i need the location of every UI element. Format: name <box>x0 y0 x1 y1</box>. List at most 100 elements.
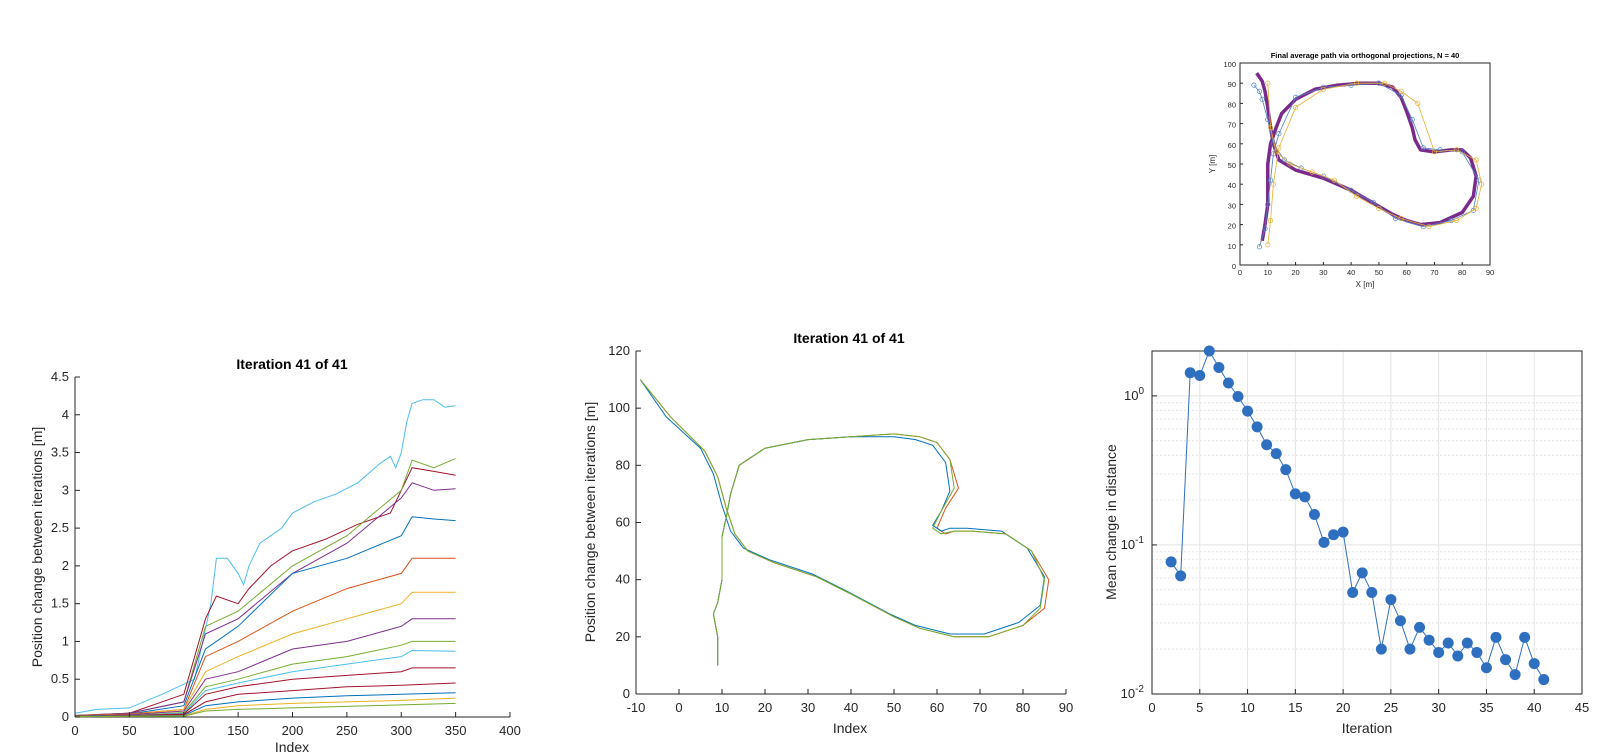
top-x-tick-label: 30 <box>1319 268 1327 277</box>
right-series-layer <box>1165 345 1550 686</box>
right-x-tick-label: 45 <box>1575 700 1589 715</box>
top-sample-point <box>1320 173 1326 179</box>
middle-y-tick-label: 20 <box>616 629 630 644</box>
top-sample-point <box>1454 218 1460 224</box>
right-data-point <box>1423 634 1435 646</box>
top-sample-point <box>1354 80 1360 86</box>
right-y-tick-label: 100 <box>1124 386 1144 403</box>
chart-left-position-change: 0 50 100 150 200 250 300 350 400 0 0.5 1 1.5 2 2.5 3 3.… <box>29 356 521 754</box>
top-x-tick-label: 90 <box>1486 268 1494 277</box>
middle-x-label: Index <box>833 720 867 736</box>
left-y-tick-label: 1 <box>62 633 69 648</box>
top-sample-point <box>1448 218 1454 224</box>
right-data-point <box>1184 367 1196 379</box>
top-sample-point <box>1320 86 1326 92</box>
top-sample-point <box>1381 80 1387 86</box>
right-data-point <box>1375 643 1387 655</box>
top-sample-point <box>1259 96 1265 102</box>
left-series-line <box>74 702 456 718</box>
left-x-label: Index <box>275 739 309 754</box>
top-sample-point <box>1265 201 1271 207</box>
right-data-point <box>1308 509 1320 521</box>
top-sample-point <box>1431 149 1437 155</box>
right-data-point <box>1318 536 1330 548</box>
right-data-point <box>1528 658 1540 670</box>
middle-series-line <box>639 379 1045 666</box>
right-data-point <box>1385 594 1397 606</box>
right-x-tick-label: 0 <box>1148 700 1155 715</box>
middle-y-tick-label: 40 <box>616 572 630 587</box>
top-y-tick-label: 100 <box>1223 60 1236 69</box>
right-x-tick-label: 5 <box>1196 700 1203 715</box>
top-y-tick-label: 80 <box>1228 100 1236 109</box>
left-x-tick-label: 100 <box>173 723 195 738</box>
middle-x-tick-label: 20 <box>758 700 772 715</box>
top-sample-point <box>1287 161 1293 167</box>
left-series-line <box>74 557 456 716</box>
middle-series-line <box>639 379 1050 666</box>
right-data-point <box>1232 391 1244 403</box>
top-x-tick-label: 50 <box>1375 268 1383 277</box>
top-sample-point <box>1426 224 1432 230</box>
middle-series-layer <box>639 379 1050 666</box>
top-y-label: Y [m] <box>1208 155 1217 174</box>
top-sample-point <box>1256 88 1262 94</box>
chart-right-mean-change: 0 5 10 15 20 25 30 35 40 45 10-2 10-1 100 Iteration… <box>1103 345 1589 736</box>
top-y-tick-label: 0 <box>1232 262 1236 271</box>
right-x-ticks: 0 5 10 15 20 25 30 35 40 45 <box>1148 689 1589 715</box>
right-series-line <box>1170 349 1545 680</box>
middle-x-tick-label: 90 <box>1059 700 1073 715</box>
top-sample-point <box>1331 177 1337 183</box>
top-x-tick-label: 0 <box>1238 268 1242 277</box>
middle-series-line <box>639 379 1045 666</box>
top-sample-point <box>1273 149 1279 155</box>
left-series-line <box>74 682 456 717</box>
top-x-tick-label: 60 <box>1402 268 1410 277</box>
top-sample-point <box>1268 177 1274 183</box>
right-data-point <box>1270 448 1282 460</box>
right-data-point <box>1414 621 1426 633</box>
right-data-point <box>1452 650 1464 662</box>
right-data-point <box>1261 439 1273 451</box>
right-data-point <box>1194 369 1206 381</box>
right-data-point <box>1242 405 1254 417</box>
right-y-label: Mean change in distance <box>1103 444 1119 600</box>
right-data-point <box>1480 662 1492 674</box>
middle-y-tick-label: 0 <box>623 686 630 701</box>
middle-y-label: Position change between iterations [m] <box>582 402 598 642</box>
top-sample-point <box>1348 82 1354 88</box>
right-data-point <box>1366 586 1378 598</box>
middle-x-tick-label: 70 <box>973 700 987 715</box>
left-x-tick-label: 150 <box>227 723 249 738</box>
right-data-point <box>1461 637 1473 649</box>
top-x-tick-label: 40 <box>1347 268 1355 277</box>
left-series-line <box>74 399 456 714</box>
right-x-tick-label: 25 <box>1384 700 1398 715</box>
middle-x-tick-label: 80 <box>1016 700 1030 715</box>
top-series-layer <box>1251 72 1485 250</box>
left-y-tick-label: 2.5 <box>51 520 69 535</box>
top-y-ticks: 0 10 20 30 40 50 60 70 80 90 100 <box>1223 60 1243 271</box>
left-x-tick-label: 350 <box>445 723 467 738</box>
top-sample-point <box>1479 181 1485 187</box>
top-y-tick-label: 50 <box>1228 161 1236 170</box>
top-sample-point <box>1262 226 1268 232</box>
top-sample-point <box>1415 100 1421 106</box>
middle-x-tick-label: 40 <box>844 700 858 715</box>
top-sample-point <box>1370 199 1376 205</box>
left-series-line <box>74 467 456 716</box>
left-y-ticks: 0 0.5 1 1.5 2 2.5 3 3.5 4 4.5 <box>51 369 80 724</box>
top-sample-point <box>1376 205 1382 211</box>
right-data-point <box>1213 362 1225 374</box>
top-sample-point <box>1420 224 1426 230</box>
middle-x-ticks: -10 0 10 20 30 40 50 60 70 80 90 <box>627 689 1073 715</box>
right-data-point <box>1328 529 1340 541</box>
right-data-point <box>1299 491 1311 503</box>
top-sample-point <box>1293 94 1299 100</box>
top-y-tick-label: 10 <box>1228 242 1236 251</box>
top-sample-point <box>1454 147 1460 153</box>
right-x-tick-label: 20 <box>1336 700 1350 715</box>
top-sample-point <box>1354 193 1360 199</box>
right-data-point <box>1509 669 1521 681</box>
top-chart-title: Final average path via orthogonal projec… <box>1271 51 1460 60</box>
